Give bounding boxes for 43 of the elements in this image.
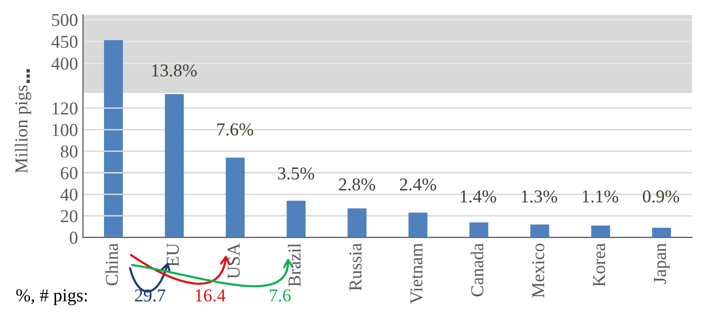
- annotation: 13.8%: [152, 64, 197, 77]
- bar: [348, 208, 366, 238]
- bar: [530, 224, 550, 238]
- text: 7.6: [270, 289, 291, 302]
- y-axis-title: Million pigs: [14, 85, 32, 173]
- annotation: 7.6%: [217, 123, 254, 136]
- y-tick-label: 40: [60, 188, 78, 201]
- annotation: 1.4%: [460, 190, 496, 203]
- text: ⋮: [26, 69, 30, 84]
- bar: [226, 158, 245, 238]
- annotation: 1.1%: [582, 190, 618, 203]
- x-tick-label: Korea: [593, 243, 606, 287]
- annotation: 3.5%: [278, 167, 314, 180]
- bar: [652, 228, 671, 238]
- y-tick-label: 500: [52, 14, 78, 26]
- y-tick-label: 120: [52, 102, 78, 115]
- x-tick-label: Mexico: [532, 244, 544, 298]
- x-tick-label: Canada: [470, 243, 484, 296]
- y-tick-label: 0: [70, 232, 78, 244]
- x-tick-label: USA: [228, 243, 240, 279]
- annotation: 2.4%: [400, 178, 436, 191]
- x-tick-label: Vietnam: [410, 243, 423, 304]
- x-tick-label: China: [105, 243, 118, 286]
- y-tick-label: 450: [51, 36, 78, 48]
- y-tick-label: 20: [60, 210, 78, 222]
- x-tick-label: Brazil: [288, 243, 301, 287]
- y-tick-label: 60: [60, 167, 78, 180]
- bar: [408, 212, 428, 238]
- x-tick-label: Russia: [349, 243, 362, 291]
- bar: [164, 94, 184, 238]
- y-tick-label: 80: [60, 145, 78, 158]
- y-tick-label: 100: [52, 124, 78, 136]
- text: %, # pigs:: [16, 289, 87, 306]
- bar: [469, 222, 488, 238]
- x-tick-label: Japan: [654, 243, 670, 284]
- bar: [591, 226, 610, 238]
- bar: [286, 200, 306, 238]
- annotation: 0.9%: [642, 190, 680, 203]
- annotation: 1.3%: [522, 190, 558, 203]
- x-tick-label: EU: [166, 243, 179, 267]
- annotation: 2.8%: [338, 178, 376, 191]
- text: 16.4: [196, 289, 226, 302]
- y-tick-label: 400: [51, 58, 78, 70]
